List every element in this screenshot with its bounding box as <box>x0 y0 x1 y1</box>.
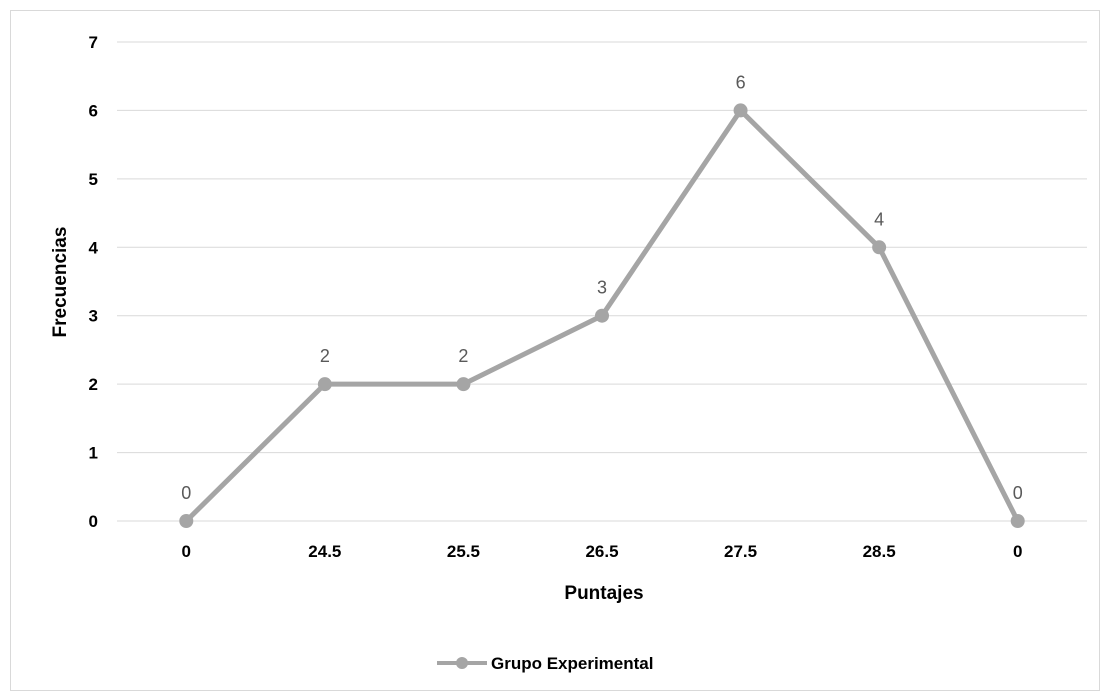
data-label: 4 <box>874 209 884 229</box>
y-tick-label: 3 <box>89 307 98 326</box>
data-point-marker <box>872 240 887 255</box>
data-point-marker <box>1010 514 1025 528</box>
data-point-marker <box>595 308 609 323</box>
y-axis-ticks: 0 1 2 3 4 5 6 7 <box>89 33 99 531</box>
legend: Grupo Experimental <box>437 654 653 673</box>
data-point-marker <box>733 103 748 118</box>
x-axis-ticks: 0 24.5 25.5 26.5 27.5 28.5 0 <box>182 542 1023 561</box>
legend-marker-swatch <box>456 657 468 669</box>
y-tick-label: 0 <box>89 512 98 531</box>
x-axis-title: Puntajes <box>564 583 643 604</box>
x-tick-label: 25.5 <box>447 542 480 561</box>
data-point-marker <box>317 377 332 392</box>
data-label: 2 <box>458 346 468 366</box>
x-tick-label: 0 <box>182 542 191 561</box>
y-tick-label: 1 <box>89 444 98 463</box>
y-axis-title: Frecuencias <box>50 227 71 338</box>
x-tick-label: 27.5 <box>724 542 757 561</box>
data-point-marker <box>456 377 471 392</box>
data-label: 3 <box>597 278 607 298</box>
gridlines <box>117 41 1087 522</box>
x-tick-label: 0 <box>1013 542 1022 561</box>
data-label: 6 <box>736 72 746 92</box>
chart-frame <box>10 10 1100 691</box>
data-labels: 0 2 2 3 6 4 0 <box>181 72 1022 503</box>
legend-label: Grupo Experimental <box>491 654 653 673</box>
x-tick-label: 24.5 <box>308 542 341 561</box>
series-markers <box>179 103 1025 528</box>
y-tick-label: 7 <box>89 33 98 52</box>
y-tick-label: 6 <box>89 101 98 120</box>
data-label: 0 <box>181 483 191 503</box>
x-tick-label: 26.5 <box>585 542 618 561</box>
y-tick-label: 5 <box>89 170 98 189</box>
x-tick-label: 28.5 <box>863 542 896 561</box>
y-tick-label: 4 <box>89 238 99 257</box>
data-label: 2 <box>320 346 330 366</box>
y-tick-label: 2 <box>89 375 98 394</box>
data-point-marker <box>179 514 194 528</box>
data-label: 0 <box>1013 483 1023 503</box>
